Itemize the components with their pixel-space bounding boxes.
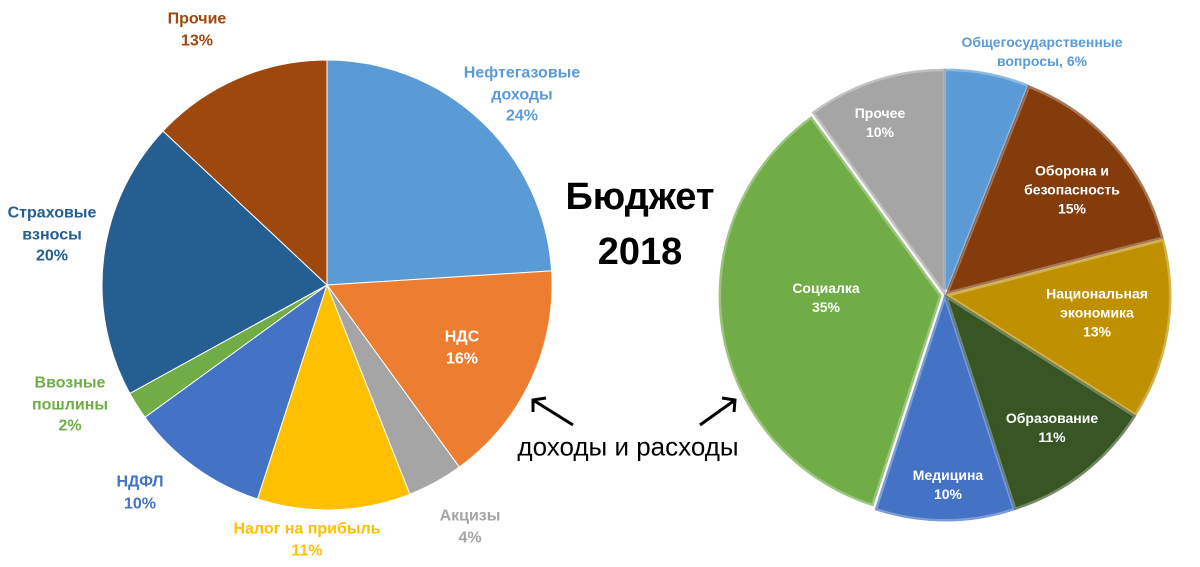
category-label: Налог на прибыль [233,520,381,538]
slice-label: Нефтегазовые доходы 24% [447,63,597,128]
category-label: НДФЛ [116,473,164,491]
arrow-right-head [721,396,737,413]
category-label: Нефтегазовые доходы [463,64,581,104]
category-label: Социалка [792,280,860,297]
pie-slice [811,68,946,297]
pie-slice [256,283,411,511]
value-label: 20% [35,247,69,265]
value-label: 10% [865,124,895,140]
slice-label: Национальная экономика 13% [1032,285,1162,342]
slice-label: Образование 11% [992,409,1112,447]
slice-label: Прочие 13% [157,8,237,51]
pie-slice [326,59,553,286]
pie-slice [162,59,328,287]
slice-label: Страховые взносы 20% [7,203,97,268]
pie-slice [101,130,328,395]
slice-label: Ввозные пошлины 2% [25,373,115,438]
annotation: доходы и расходы [517,431,739,462]
value-label: 13% [1082,323,1112,340]
category-label: НДС [444,328,480,346]
value-label: 11% [1038,429,1066,445]
slice-label: Оборона и безопасность 15% [1012,162,1132,219]
category-label: Национальная экономика [1046,285,1148,321]
category-label: Оборона и безопасность [1024,162,1120,198]
slice-label: Акцизы 4% [430,505,510,548]
pie-slice [944,238,1172,417]
value-label: 16% [445,350,479,367]
category-label: Прочее [854,105,906,122]
value-label: 4% [458,529,482,546]
category-label: Страховые взносы [7,204,97,244]
value-label: 6% [1066,53,1088,69]
category-label: Прочие [167,10,227,28]
title: Бюджет 2018 [565,175,715,273]
pie-slice [945,85,1164,295]
arrow-left-head [531,396,547,412]
pie-slice [718,116,942,507]
value-label: 11% [291,542,323,559]
pie-slice [144,283,328,500]
slice-label: Социалка 35% [781,279,871,317]
value-label: 10% [123,495,157,512]
value-label: 24% [505,107,539,125]
slice-label: Налог на прибыль 11% [217,518,397,561]
pie-slice [326,270,553,468]
pie-slice [943,68,1030,291]
category-label: Медицина [912,467,984,484]
arrow-left [532,398,574,427]
arrow-right [699,398,736,427]
arrows [531,396,737,427]
value-label: 15% [1057,200,1087,217]
value-label: 13% [180,32,214,49]
pie-slice [944,293,1137,511]
slice-label: НДФЛ 10% [100,471,180,514]
category-label: Общегосударственные вопросы, [961,34,1123,69]
slice-label: Медицина 10% [898,466,998,504]
value-label: 35% [811,299,841,315]
pie-slice [874,292,1016,522]
category-label: Образование [1005,410,1099,427]
slice-label: Общегосударственные вопросы, 6% [942,33,1142,71]
slice-label: Прочее 10% [840,104,920,142]
slice-label: НДС 16% [422,326,502,369]
value-label: 10% [933,486,963,502]
category-label: Ввозные пошлины [31,374,109,414]
value-label: 2% [58,417,82,435]
category-label: Акцизы [439,507,501,525]
